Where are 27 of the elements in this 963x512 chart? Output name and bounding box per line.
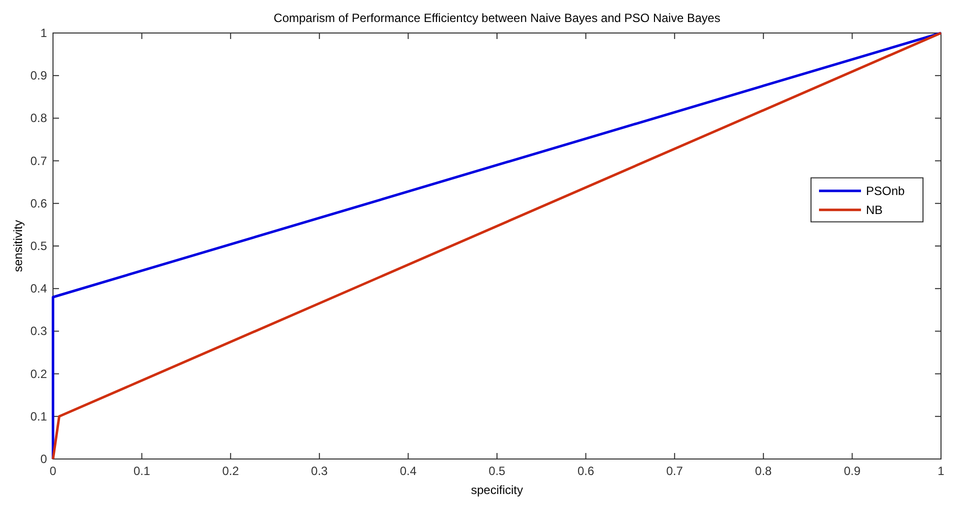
x-tick-label: 0.7 (666, 464, 684, 478)
y-tick-label: 0.5 (30, 239, 48, 253)
y-tick-label: 0.1 (30, 409, 48, 424)
legend-label: NB (866, 202, 883, 217)
y-tick-label: 0.9 (30, 68, 48, 83)
y-tick-label: 0.6 (30, 196, 48, 210)
x-tick-label: 0 (50, 464, 57, 478)
y-tick-label: 1 (40, 26, 48, 40)
y-tick-label: 0.3 (30, 324, 48, 338)
x-tick-label: 0.9 (844, 464, 861, 478)
y-tick-label: 0.7 (30, 154, 48, 168)
x-tick-label: 0.8 (755, 464, 772, 478)
x-tick-label: 0.1 (133, 464, 150, 478)
x-tick-label: 0.3 (311, 464, 328, 478)
x-axis-title: specificity (470, 483, 524, 497)
x-tick-label: 0.2 (222, 464, 240, 478)
chart-title: Comparism of Performance Efficientcy between Naive Bayes and PSO Naive Bayes (274, 11, 720, 25)
legend-label: PSOnb (866, 184, 906, 198)
x-tick-label: 0.6 (577, 464, 594, 478)
y-tick-label: 0.4 (30, 282, 48, 296)
y-tick-label: 0 (40, 452, 48, 466)
y-tick-label: 0.2 (30, 366, 48, 381)
y-tick-label: 0.8 (30, 111, 48, 126)
x-tick-label: 0.5 (488, 464, 506, 478)
y-axis-title: sensitivity (11, 220, 25, 272)
x-tick-label: 1 (938, 464, 945, 478)
x-tick-label: 0.4 (400, 464, 417, 478)
